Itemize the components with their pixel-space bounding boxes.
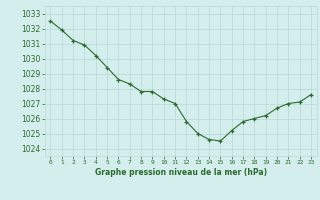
X-axis label: Graphe pression niveau de la mer (hPa): Graphe pression niveau de la mer (hPa) — [95, 168, 267, 177]
